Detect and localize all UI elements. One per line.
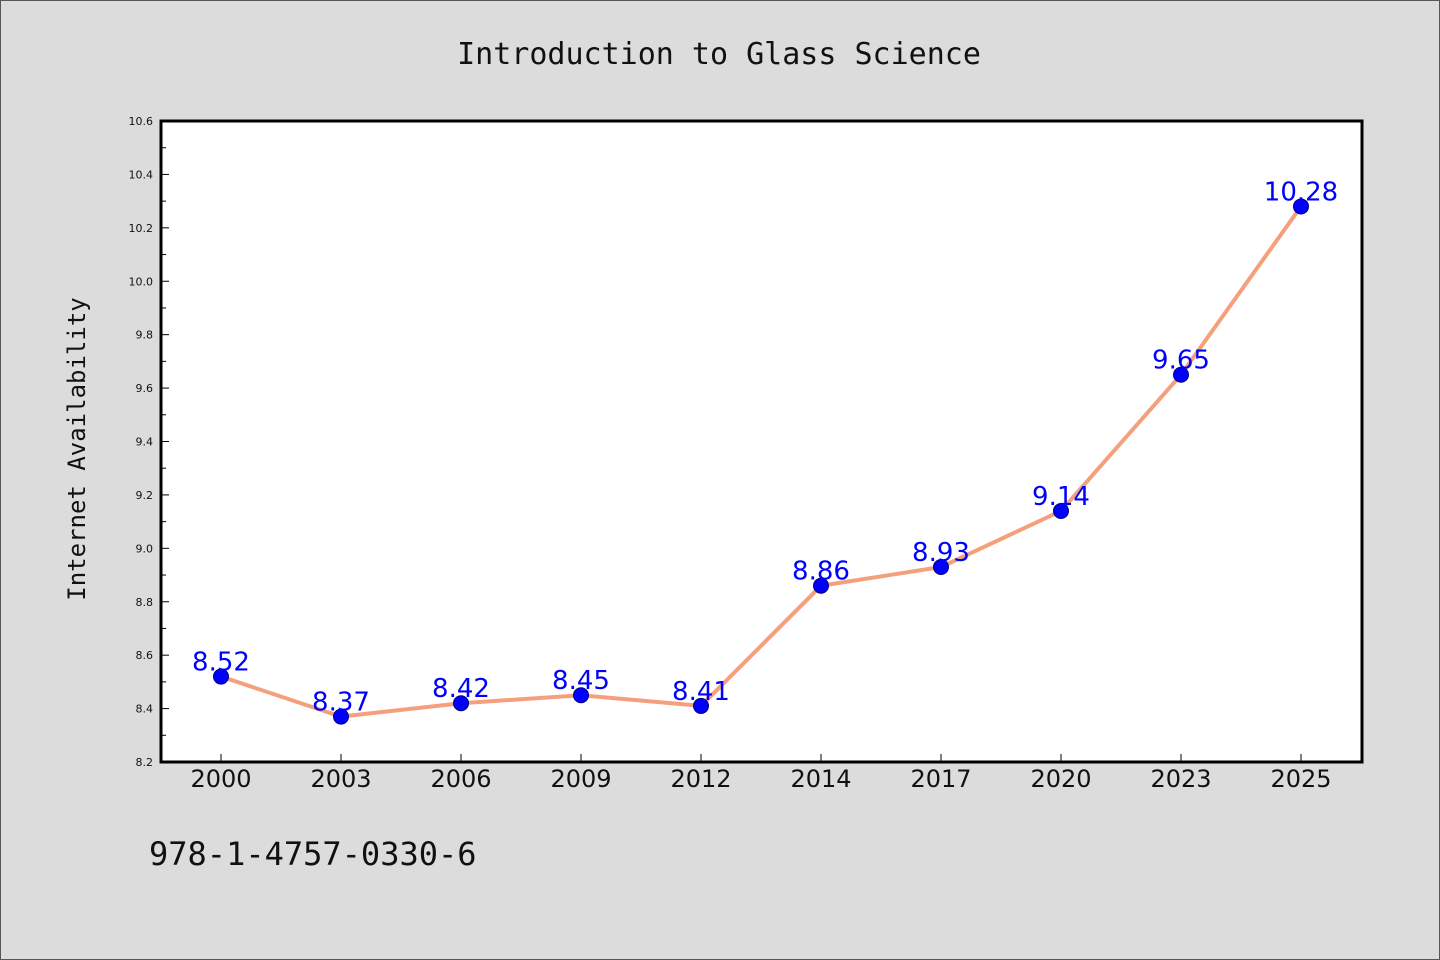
y-axis-ticks: 8.2 8.4 8.6 8.8 9.0 9.2 9.4 9.6 9.8 10.0 10.2 10.4 1… [129, 115, 169, 769]
y-tick-label: 9.6 [136, 382, 154, 395]
y-tick-label: 8.6 [136, 649, 154, 662]
footnote-isbn: 978-1-4757-0330-6 [149, 835, 477, 873]
y-tick-label: 8.8 [136, 596, 154, 609]
data-value-label: 8.93 [912, 538, 970, 568]
data-point [1053, 502, 1069, 519]
y-tick-label: 9.0 [136, 542, 154, 555]
data-value-label: 9.14 [1032, 482, 1090, 512]
x-axis-ticks: 2000 2003 2006 2009 2012 2014 2017 2020 2023 2025 [190, 754, 1332, 793]
data-point [573, 687, 589, 704]
data-value-label: 8.37 [312, 688, 370, 718]
data-value-label: 8.52 [192, 648, 250, 678]
y-tick-label: 9.4 [136, 436, 154, 449]
y-tick-label: 8.4 [136, 703, 154, 716]
y-tick-label: 10.6 [129, 115, 154, 128]
data-point [1293, 198, 1309, 215]
chart-title: Introduction to Glass Science [457, 37, 981, 72]
y-tick-label: 9.8 [136, 329, 154, 342]
x-tick-label: 2017 [910, 765, 971, 793]
data-value-label: 10.28 [1264, 177, 1338, 207]
data-value-label: 8.42 [432, 674, 490, 704]
plot-area [159, 119, 1364, 764]
y-axis-label: Internet Availability [63, 297, 91, 600]
x-tick-label: 2003 [310, 765, 371, 793]
y-tick-label: 10.2 [129, 222, 154, 235]
x-tick-label: 2025 [1270, 765, 1331, 793]
x-tick-label: 2009 [550, 765, 611, 793]
x-tick-label: 2000 [190, 765, 251, 793]
y-tick-label: 10.4 [129, 168, 154, 181]
x-tick-label: 2006 [430, 765, 491, 793]
data-point [1173, 366, 1189, 383]
data-point [813, 577, 829, 594]
x-tick-label: 2012 [670, 765, 731, 793]
data-point [333, 708, 349, 725]
data-labels: 8.52 8.37 8.42 8.45 8.41 8.86 8.93 9.14 9.65 10.2… [192, 177, 1338, 717]
data-point [453, 695, 469, 712]
data-value-label: 8.86 [792, 557, 850, 587]
data-point [693, 697, 709, 714]
data-value-label: 8.41 [672, 677, 730, 707]
data-point [933, 559, 949, 576]
x-tick-label: 2020 [1030, 765, 1091, 793]
data-value-label: 8.45 [552, 666, 610, 696]
y-tick-label: 10.0 [129, 275, 154, 288]
y-tick-label: 9.2 [136, 489, 154, 502]
series-line [219, 204, 1303, 719]
data-point [213, 668, 229, 685]
x-tick-label: 2023 [1150, 765, 1211, 793]
data-series [213, 198, 1309, 725]
data-value-label: 9.65 [1152, 346, 1210, 376]
x-tick-label: 2014 [790, 765, 851, 793]
y-tick-label: 8.2 [136, 756, 154, 769]
